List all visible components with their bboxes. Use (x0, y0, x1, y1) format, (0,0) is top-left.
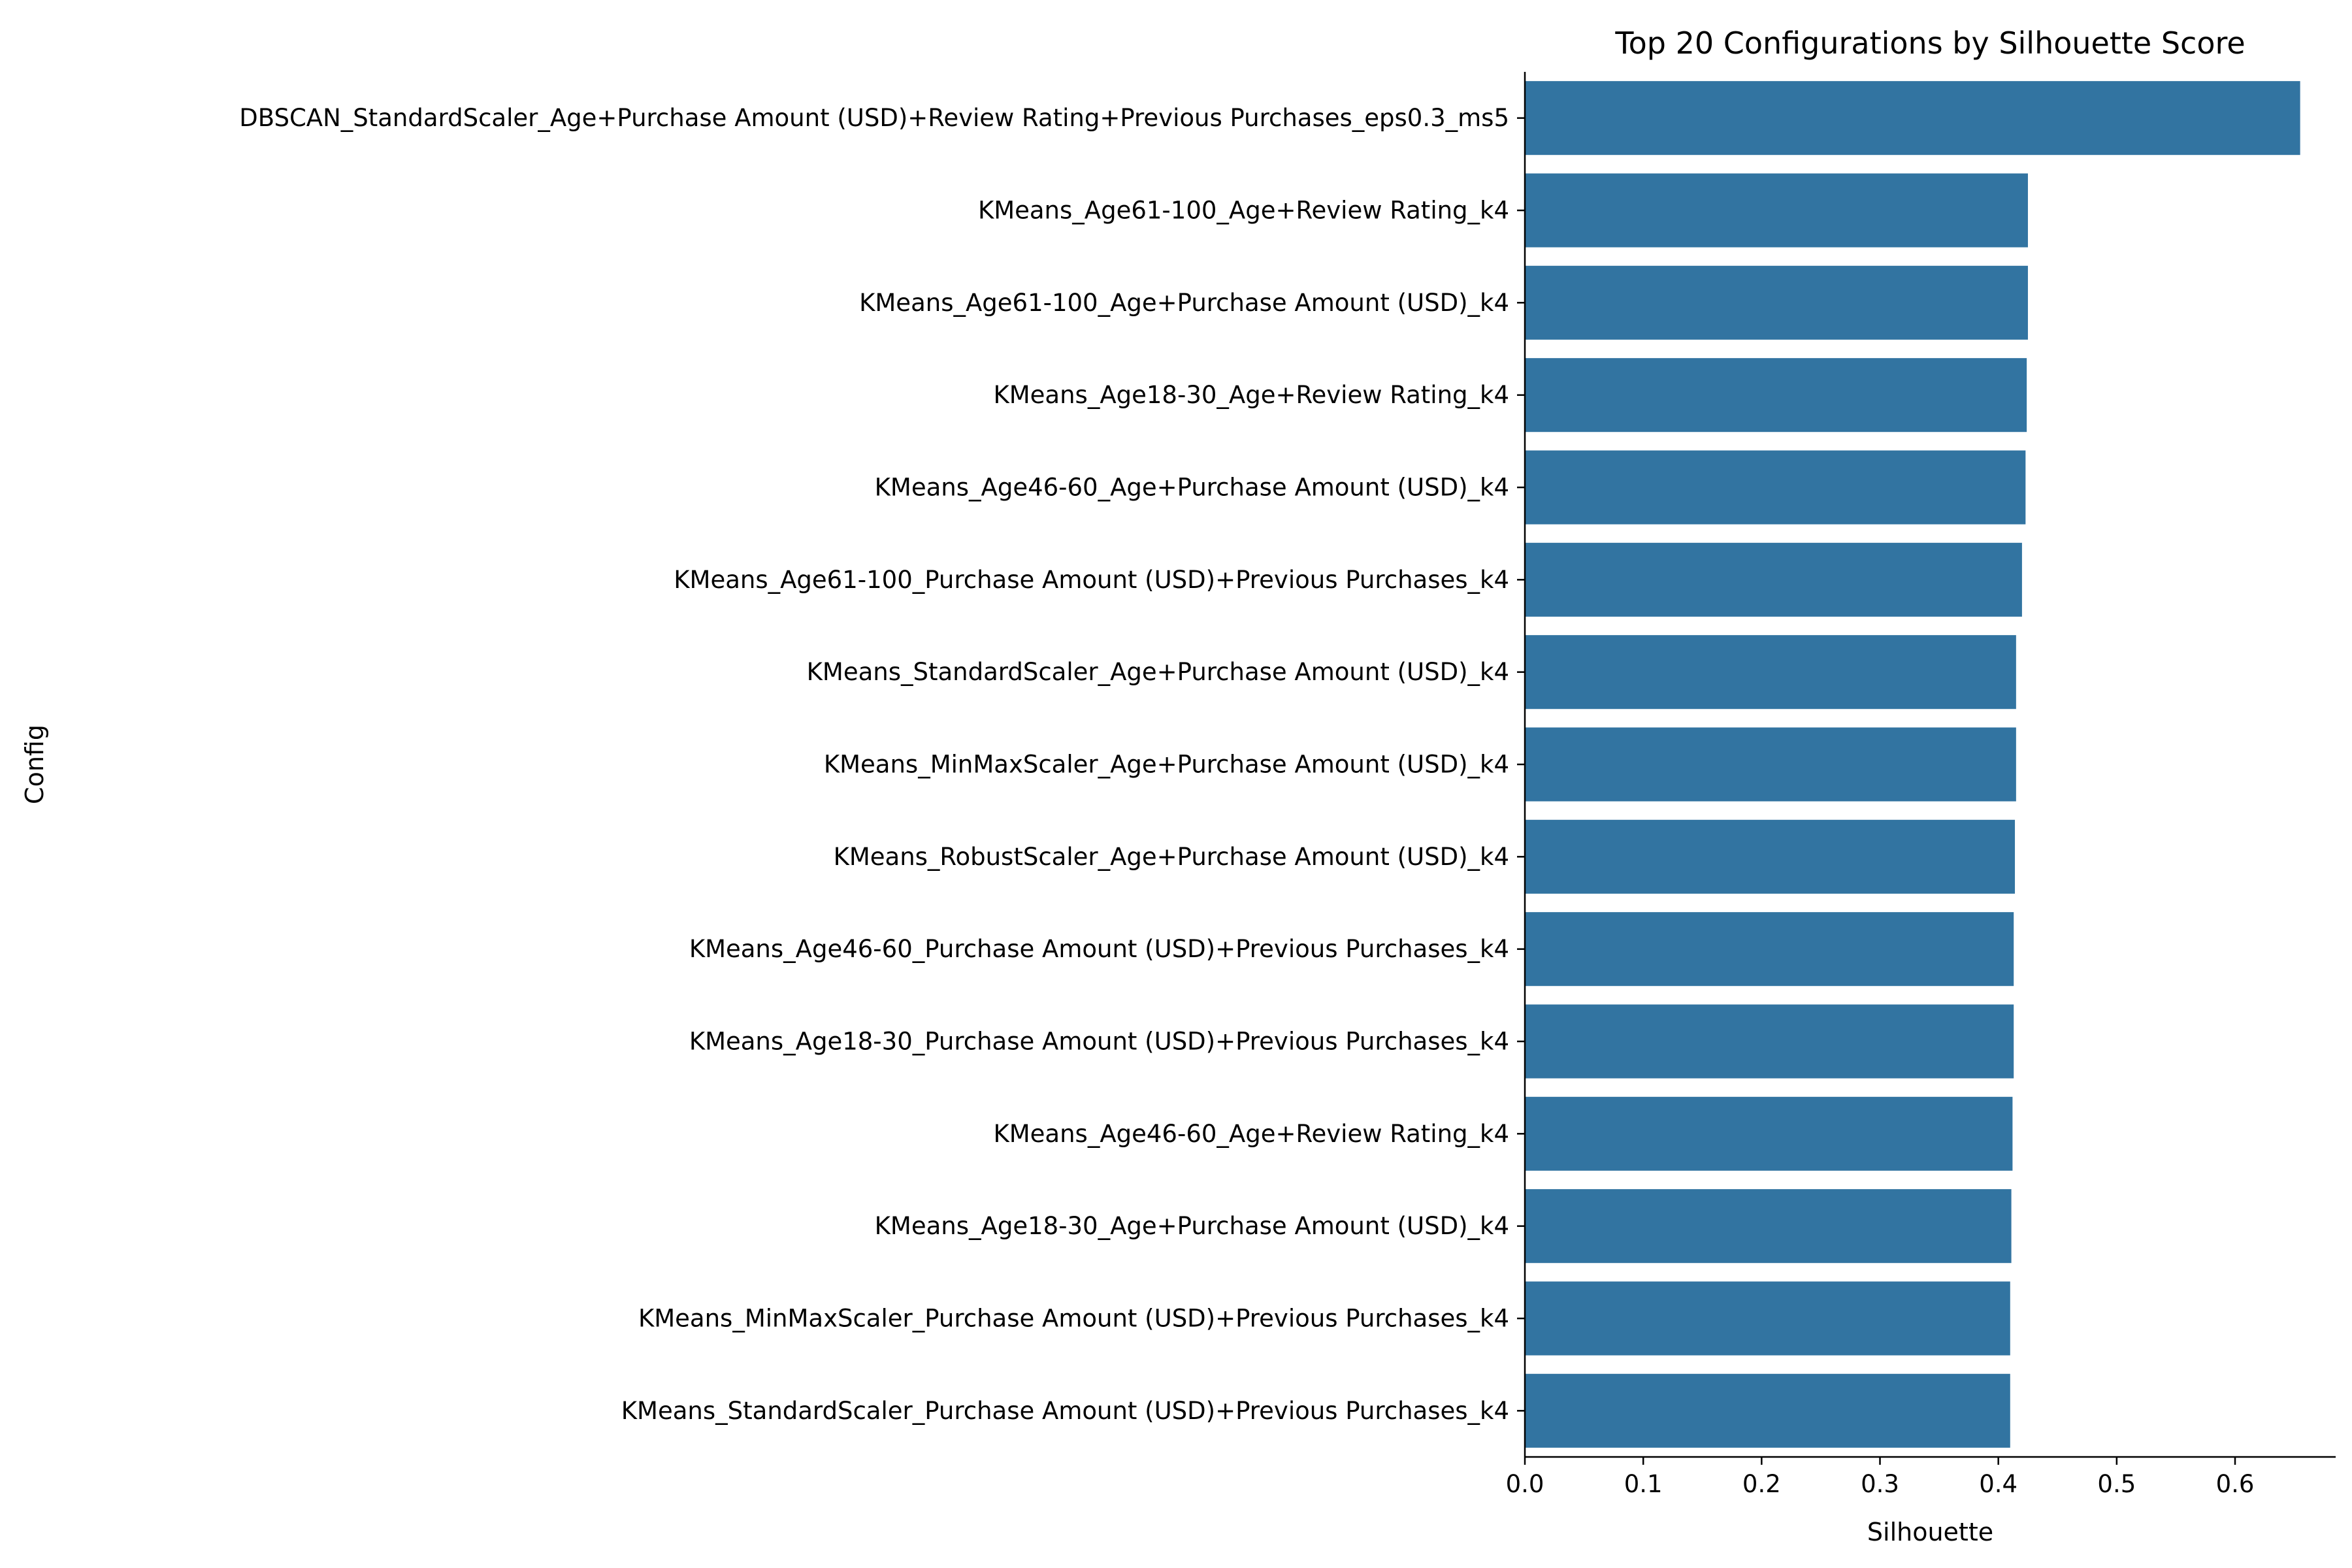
bar-1 (1525, 81, 2300, 155)
y-tick-label: KMeans_MinMaxScaler_Age+Purchase Amount … (824, 751, 1509, 779)
bar-3 (1525, 265, 2028, 340)
y-tick-label: KMeans_Age61-100_Age+Review Rating_k4 (978, 197, 1509, 225)
bar-9 (1525, 819, 2016, 894)
bar-14 (1525, 1281, 2010, 1356)
x-tick-label: 0.1 (1624, 1470, 1663, 1498)
y-tick-label: KMeans_Age61-100_Purchase Amount (USD)+P… (674, 566, 1509, 594)
bar-2 (1525, 173, 2028, 248)
x-tick-label: 0.2 (1742, 1470, 1781, 1498)
y-axis-label: Config (20, 725, 49, 804)
y-tick-label: KMeans_StandardScaler_Age+Purchase Amoun… (807, 658, 1509, 686)
x-tick-label: 0.4 (1979, 1470, 2017, 1498)
y-tick-group: DBSCAN_StandardScaler_Age+Purchase Amoun… (239, 104, 1525, 1425)
bar-6 (1525, 542, 2022, 617)
bar-12 (1525, 1096, 2013, 1171)
y-tick-label: KMeans_Age61-100_Age+Purchase Amount (US… (859, 289, 1509, 317)
x-axis-label: Silhouette (1867, 1518, 1993, 1546)
bar-11 (1525, 1004, 2014, 1079)
y-tick-label: KMeans_RobustScaler_Age+Purchase Amount … (834, 843, 1509, 871)
bar-5 (1525, 450, 2026, 525)
y-tick-label: KMeans_Age18-30_Age+Review Rating_k4 (993, 381, 1509, 409)
bars-group (1525, 81, 2300, 1448)
y-tick-label: KMeans_Age46-60_Age+Review Rating_k4 (993, 1120, 1509, 1148)
y-tick-label: KMeans_MinMaxScaler_Purchase Amount (USD… (638, 1305, 1509, 1333)
y-tick-label: KMeans_Age18-30_Purchase Amount (USD)+Pr… (689, 1028, 1509, 1056)
y-tick-label: KMeans_Age46-60_Age+Purchase Amount (USD… (875, 474, 1509, 502)
x-tick-label: 0.0 (1506, 1470, 1544, 1498)
x-tick-group: 0.0 0.1 0.2 0.3 0.4 0.5 0.6 (1506, 1457, 2255, 1498)
x-tick-label: 0.3 (1861, 1470, 1899, 1498)
x-tick-label: 0.6 (2216, 1470, 2255, 1498)
bar-4 (1525, 358, 2027, 433)
bar-8 (1525, 727, 2016, 802)
y-tick-label: KMeans_Age46-60_Purchase Amount (USD)+Pr… (689, 935, 1509, 963)
bar-7 (1525, 635, 2016, 710)
bar-13 (1525, 1189, 2012, 1264)
x-tick-label: 0.5 (2097, 1470, 2136, 1498)
chart-title: Top 20 Configurations by Silhouette Scor… (1614, 25, 2245, 61)
y-tick-label: KMeans_Age18-30_Age+Purchase Amount (USD… (875, 1212, 1509, 1240)
bar-10 (1525, 912, 2014, 987)
y-tick-label: DBSCAN_StandardScaler_Age+Purchase Amoun… (239, 104, 1509, 132)
y-tick-label: KMeans_StandardScaler_Purchase Amount (U… (621, 1397, 1509, 1425)
bar-15 (1525, 1373, 2010, 1448)
